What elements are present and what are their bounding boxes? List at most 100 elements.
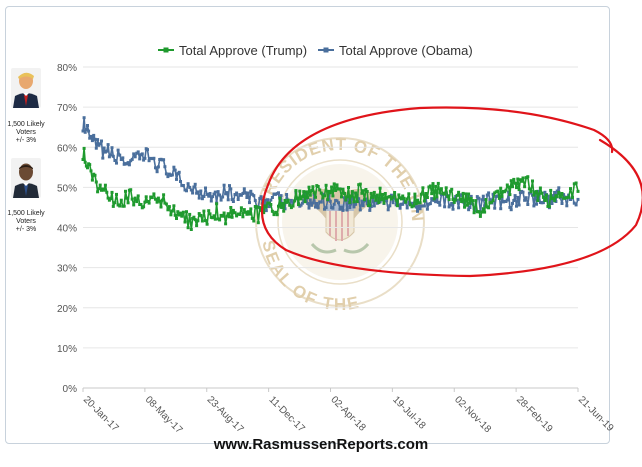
- data-point: [550, 202, 554, 205]
- data-point: [250, 216, 254, 220]
- voters-line: 1,500 Likely: [7, 121, 45, 128]
- data-point: [283, 198, 287, 202]
- data-point: [535, 202, 538, 206]
- data-point: [321, 196, 325, 200]
- voters-line: +/- 3%: [15, 137, 37, 144]
- data-point: [527, 191, 531, 195]
- data-point: [105, 190, 109, 194]
- data-point: [488, 198, 492, 202]
- y-tick-labels: 0% 10% 20% 30% 40% 50% 60% 70% 80%: [57, 63, 77, 395]
- data-point: [565, 196, 569, 200]
- data-point: [350, 190, 354, 194]
- data-point: [155, 200, 159, 204]
- data-point: [295, 196, 299, 200]
- data-point: [230, 198, 234, 202]
- data-point: [319, 200, 323, 204]
- data-point: [364, 188, 368, 191]
- data-point: [401, 194, 405, 198]
- data-point: [457, 190, 461, 194]
- data-point: [328, 191, 332, 195]
- data-point: [537, 192, 541, 196]
- data-point: [306, 201, 310, 205]
- data-point: [318, 188, 322, 192]
- data-point: [167, 205, 171, 209]
- data-point: [199, 189, 203, 193]
- data-point: [524, 196, 528, 200]
- data-point: [518, 178, 522, 182]
- data-point: [468, 206, 472, 209]
- data-point: [86, 124, 89, 127]
- data-point: [379, 198, 383, 202]
- data-point: [175, 217, 178, 220]
- data-point: [156, 196, 160, 200]
- data-point: [385, 199, 389, 203]
- data-point: [155, 170, 159, 174]
- obama-voters-note: 1,500 Likely Voters +/- 3%: [2, 210, 50, 234]
- data-point: [263, 198, 267, 202]
- data-point: [526, 175, 530, 179]
- data-point: [252, 194, 256, 198]
- data-point: [269, 198, 273, 202]
- legend-label-obama: Total Approve (Obama): [339, 43, 473, 58]
- data-point: [211, 195, 215, 199]
- legend-item-trump[interactable]: Total Approve (Trump): [158, 43, 307, 58]
- data-point: [480, 198, 484, 202]
- data-point: [90, 139, 94, 143]
- data-point: [328, 199, 332, 203]
- legend-label-trump: Total Approve (Trump): [179, 43, 307, 58]
- data-point: [244, 210, 248, 214]
- data-point: [311, 201, 315, 205]
- data-point: [435, 197, 439, 201]
- data-point: [193, 218, 197, 222]
- data-point: [444, 191, 448, 195]
- data-point: [229, 206, 233, 209]
- data-point: [245, 212, 249, 216]
- data-point: [132, 203, 136, 207]
- data-point: [357, 197, 361, 201]
- data-point: [249, 207, 253, 211]
- data-point: [173, 213, 177, 217]
- data-point: [513, 194, 517, 198]
- data-point: [517, 188, 521, 192]
- data-point: [391, 195, 395, 199]
- data-point: [93, 137, 97, 141]
- data-point: [465, 194, 469, 198]
- data-point: [438, 191, 442, 195]
- data-point: [512, 199, 516, 202]
- data-point: [385, 196, 389, 200]
- data-point: [186, 226, 190, 230]
- data-point: [358, 208, 362, 212]
- data-point: [386, 195, 390, 199]
- data-point: [532, 193, 536, 197]
- data-point: [278, 196, 282, 200]
- data-point: [164, 202, 168, 206]
- data-point: [544, 193, 548, 197]
- data-point: [239, 206, 243, 210]
- voters-line: 1,500 Likely: [7, 210, 45, 217]
- data-point: [308, 198, 312, 202]
- data-point: [338, 207, 342, 211]
- data-point: [236, 198, 240, 201]
- data-point: [523, 198, 527, 202]
- data-point: [397, 193, 401, 197]
- data-point: [286, 198, 290, 202]
- data-point: [314, 195, 317, 199]
- data-point: [285, 193, 289, 196]
- legend-item-obama[interactable]: Total Approve (Obama): [318, 43, 473, 58]
- data-point: [163, 165, 167, 169]
- data-point: [248, 212, 251, 216]
- y-tick-label: 80%: [57, 63, 77, 74]
- data-point: [83, 130, 87, 134]
- data-point: [258, 206, 262, 210]
- footer-url[interactable]: www.RasmussenReports.com: [213, 436, 429, 453]
- data-point: [213, 190, 217, 194]
- data-point: [360, 191, 364, 195]
- data-point: [106, 143, 110, 147]
- data-point: [244, 191, 248, 195]
- data-point: [428, 202, 432, 206]
- data-point: [253, 199, 257, 203]
- data-point: [219, 198, 223, 202]
- data-point: [508, 193, 512, 197]
- data-point: [89, 169, 93, 173]
- data-point: [239, 193, 243, 197]
